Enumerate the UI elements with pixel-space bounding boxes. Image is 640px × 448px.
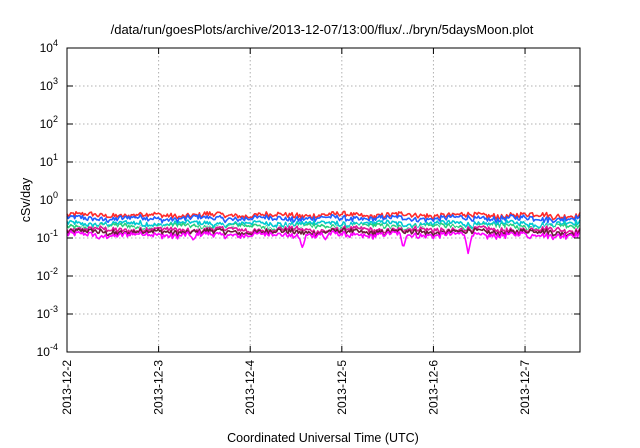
y-tick-label: 102: [40, 114, 58, 131]
series-line: [66, 225, 581, 236]
series-line: [66, 213, 581, 224]
y-tick-label: 104: [40, 38, 58, 55]
series-group: [66, 210, 581, 255]
y-tick-label: 100: [40, 190, 58, 207]
series-line: [66, 219, 581, 230]
x-axis-label: Coordinated Universal Time (UTC): [227, 431, 419, 445]
chart-title: /data/run/goesPlots/archive/2013-12-07/1…: [111, 22, 534, 37]
x-tick-label: 2013-12-2: [60, 360, 74, 415]
ticks: 10-4 10-3 10-2 10-1 100 101 102 103 104 2013-12-2…: [37, 38, 580, 415]
y-tick-label: 103: [40, 76, 58, 93]
x-tick-label: 2013-12-5: [335, 360, 349, 415]
y-tick-label: 10-1: [37, 228, 58, 245]
series-line: [66, 230, 581, 255]
grid: [67, 48, 580, 352]
x-tick-label: 2013-12-4: [243, 360, 257, 415]
y-tick-label: 10-3: [37, 304, 58, 321]
y-tick-label: 101: [40, 152, 58, 169]
y-tick-label: 10-4: [37, 342, 58, 359]
y-tick-label: 10-2: [37, 266, 58, 283]
y-axis-label: cSv/day: [19, 177, 33, 222]
series-line: [66, 227, 581, 238]
x-tick-label: 2013-12-3: [152, 360, 166, 415]
series-line: [66, 210, 581, 221]
x-tick-label: 2013-12-7: [518, 360, 532, 415]
x-tick-label: 2013-12-6: [426, 360, 440, 415]
